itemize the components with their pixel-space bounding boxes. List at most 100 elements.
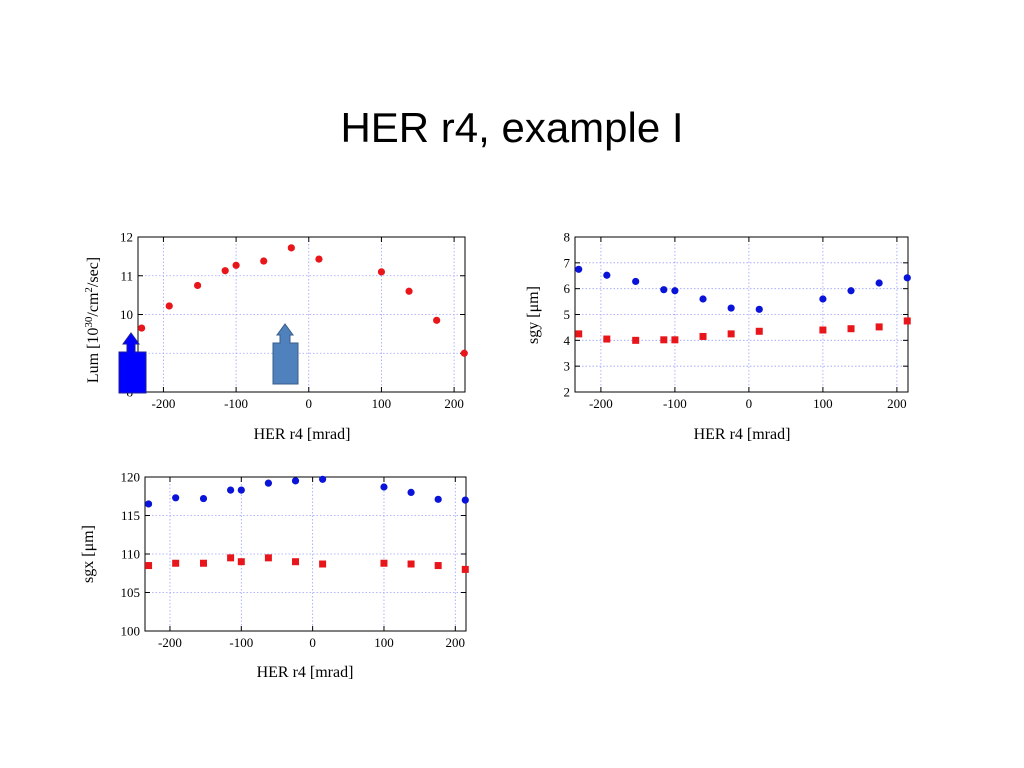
data-point-square: [172, 559, 180, 567]
chart-sgy: -200 -100 0 100 200 2 3 4 5 6 7 8 HER r4 [mrad] sgy…: [525, 230, 911, 443]
data-point-square: [603, 335, 611, 343]
right-arrow-shape: [272, 323, 299, 385]
y-tick-label: 4: [564, 333, 571, 348]
data-point-circle: [291, 477, 300, 485]
data-point-square: [319, 560, 327, 568]
data-point-square: [819, 326, 827, 334]
x-tick-label: 100: [813, 396, 833, 411]
x-tick-label: 0: [746, 396, 753, 411]
data-point-circle: [405, 287, 413, 295]
x-tick-label: -100: [224, 396, 248, 411]
data-point-square: [847, 325, 855, 333]
data-point-circle: [377, 268, 386, 276]
data-point-circle: [232, 261, 240, 269]
data-point-square: [727, 330, 735, 338]
y-tick-label: 10: [120, 307, 133, 322]
data-point-circle: [199, 494, 208, 503]
x-tick-label: -200: [589, 396, 613, 411]
data-point-circle: [660, 286, 668, 294]
y-tick-label: 3: [564, 359, 571, 374]
y-tick-label: 100: [121, 624, 141, 639]
left-arrow-shape: [118, 332, 147, 394]
data-point-circle: [460, 349, 468, 357]
data-point-circle: [227, 486, 235, 494]
y-tick-label: 12: [120, 230, 133, 245]
x-axis-label: HER r4 [mrad]: [257, 664, 354, 681]
data-point-square: [380, 559, 388, 567]
data-point-square: [875, 323, 883, 331]
data-point-circle: [433, 316, 441, 324]
data-point-square: [755, 327, 763, 335]
data-point-circle: [875, 279, 883, 287]
data-point-square: [407, 560, 415, 568]
y-tick-label: 120: [121, 470, 141, 485]
x-axis-label: HER r4 [mrad]: [254, 426, 351, 443]
y-tick-label: 105: [121, 585, 141, 600]
data-point-circle: [903, 274, 911, 282]
y-axis-label: sgx [μm]: [80, 525, 97, 583]
data-point-square: [264, 554, 272, 562]
data-point-circle: [319, 475, 327, 483]
y-tick-label: 8: [564, 230, 571, 245]
data-point-circle: [632, 277, 640, 286]
data-point-circle: [193, 281, 202, 290]
data-point-circle: [671, 287, 679, 295]
x-tick-label: 100: [374, 635, 394, 650]
data-point-circle: [221, 267, 229, 275]
data-point-circle: [315, 255, 323, 263]
slide-title: HER r4, example I: [340, 104, 684, 151]
data-point-circle: [819, 295, 827, 303]
y-axis-label: Lum [1030/cm2/sec]: [83, 257, 102, 383]
x-tick-label: -100: [663, 396, 687, 411]
data-point-square: [660, 336, 668, 344]
data-point-circle: [144, 500, 153, 508]
data-point-square: [461, 565, 469, 573]
data-point-circle: [380, 483, 388, 491]
data-point-circle: [260, 257, 268, 265]
x-tick-label: -200: [152, 396, 176, 411]
data-point-square: [903, 317, 911, 325]
x-tick-label: 200: [887, 396, 907, 411]
data-point-circle: [165, 302, 173, 310]
data-point-circle: [575, 265, 583, 273]
y-tick-label: 2: [564, 385, 571, 400]
y-tick-label: 5: [564, 307, 571, 322]
data-point-square: [237, 558, 245, 566]
x-tick-label: -200: [158, 635, 182, 650]
x-tick-label: -100: [229, 635, 253, 650]
data-point-square: [699, 332, 707, 340]
data-point-square: [292, 558, 300, 566]
data-point-circle: [407, 488, 415, 496]
data-point-circle: [603, 271, 611, 279]
x-tick-label: 0: [309, 635, 316, 650]
data-point-circle: [264, 479, 273, 487]
y-axis-label: sgy [μm]: [525, 286, 542, 344]
x-tick-label: 200: [446, 635, 466, 650]
chart-sgx: -200 -100 0 100 200 100 105 110 115 120 HER r4 [m…: [80, 470, 469, 681]
data-point-square: [199, 559, 207, 567]
data-point-square: [145, 562, 153, 570]
y-tick-label: 115: [121, 508, 140, 523]
y-tick-label: 110: [121, 547, 140, 562]
data-point-circle: [237, 486, 245, 494]
data-point-circle: [138, 324, 146, 332]
data-point-square: [227, 554, 235, 562]
data-point-circle: [434, 495, 442, 503]
data-point-circle: [847, 287, 855, 295]
y-tick-label: 11: [120, 268, 133, 283]
data-point-square: [575, 330, 583, 338]
data-point-circle: [287, 244, 295, 252]
data-point-circle: [461, 496, 469, 504]
x-tick-label: 100: [372, 396, 392, 411]
data-point-square: [632, 336, 640, 344]
data-point-circle: [699, 295, 707, 303]
x-tick-label: 0: [306, 396, 313, 411]
data-point-circle: [172, 494, 180, 502]
x-axis-label: HER r4 [mrad]: [694, 426, 791, 443]
y-tick-label: 6: [564, 281, 571, 296]
data-point-circle: [727, 304, 735, 312]
y-tick-label: 7: [564, 255, 571, 270]
data-point-circle: [755, 305, 763, 313]
data-point-square: [434, 562, 442, 570]
data-point-square: [671, 336, 679, 344]
